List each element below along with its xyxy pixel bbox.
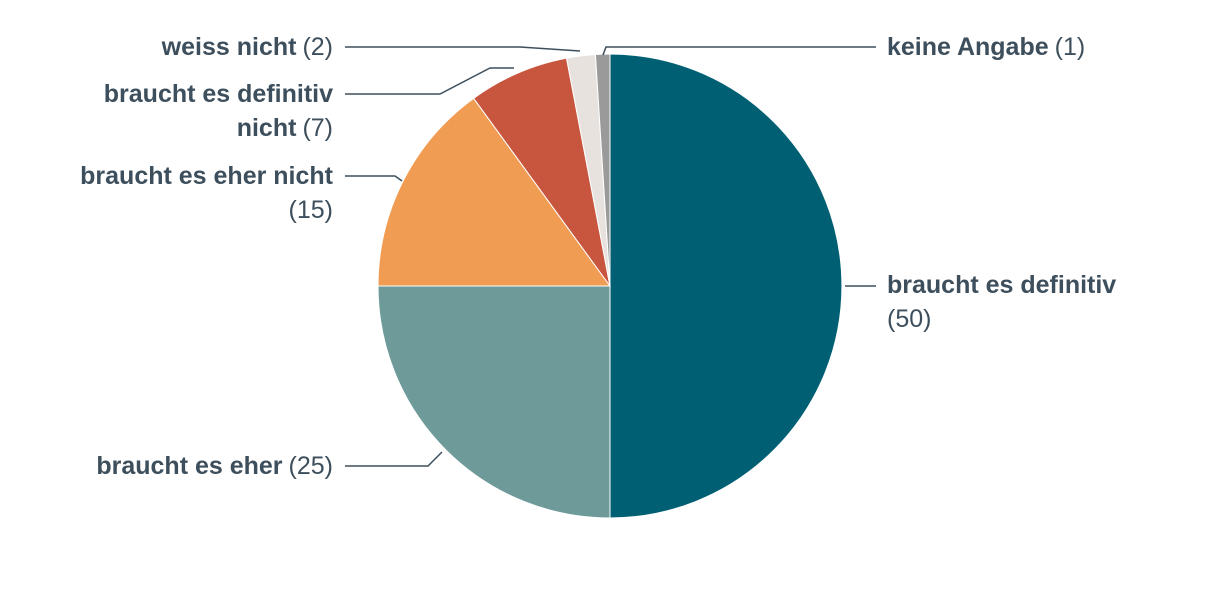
slice-label: braucht es definitiv (50) (887, 268, 1187, 336)
pie-slice (377, 97, 611, 287)
pie-slice (472, 57, 611, 287)
slice-label: braucht es eher nicht (15) (33, 159, 333, 227)
leader-line (345, 451, 443, 467)
value-label: (1) (1054, 33, 1086, 61)
slice-label: weiss nicht (2) (0, 30, 333, 64)
leader-line (345, 67, 514, 95)
slice-label: braucht es definitiv nicht (7) (61, 77, 333, 145)
leader-line (602, 46, 876, 56)
slice-label: keine Angabe (1) (887, 30, 1187, 64)
category-label: braucht es eher (96, 452, 283, 480)
slice-label: braucht es eher (25) (0, 449, 333, 483)
value-label: (15) (288, 196, 333, 224)
category-label: braucht es eher nicht (80, 162, 333, 190)
category-label: braucht es definitiv nicht (103, 80, 333, 142)
pie-slice (377, 285, 611, 519)
value-label: (50) (887, 305, 932, 333)
leader-line (345, 175, 403, 182)
value-label: (25) (288, 452, 333, 480)
leader-line (345, 46, 581, 52)
value-label: (2) (302, 33, 333, 61)
category-label: weiss nicht (161, 33, 297, 61)
value-label: (7) (302, 114, 333, 142)
category-label: keine Angabe (887, 33, 1049, 61)
pie-slice (609, 53, 843, 519)
category-label: braucht es definitiv (887, 271, 1117, 299)
